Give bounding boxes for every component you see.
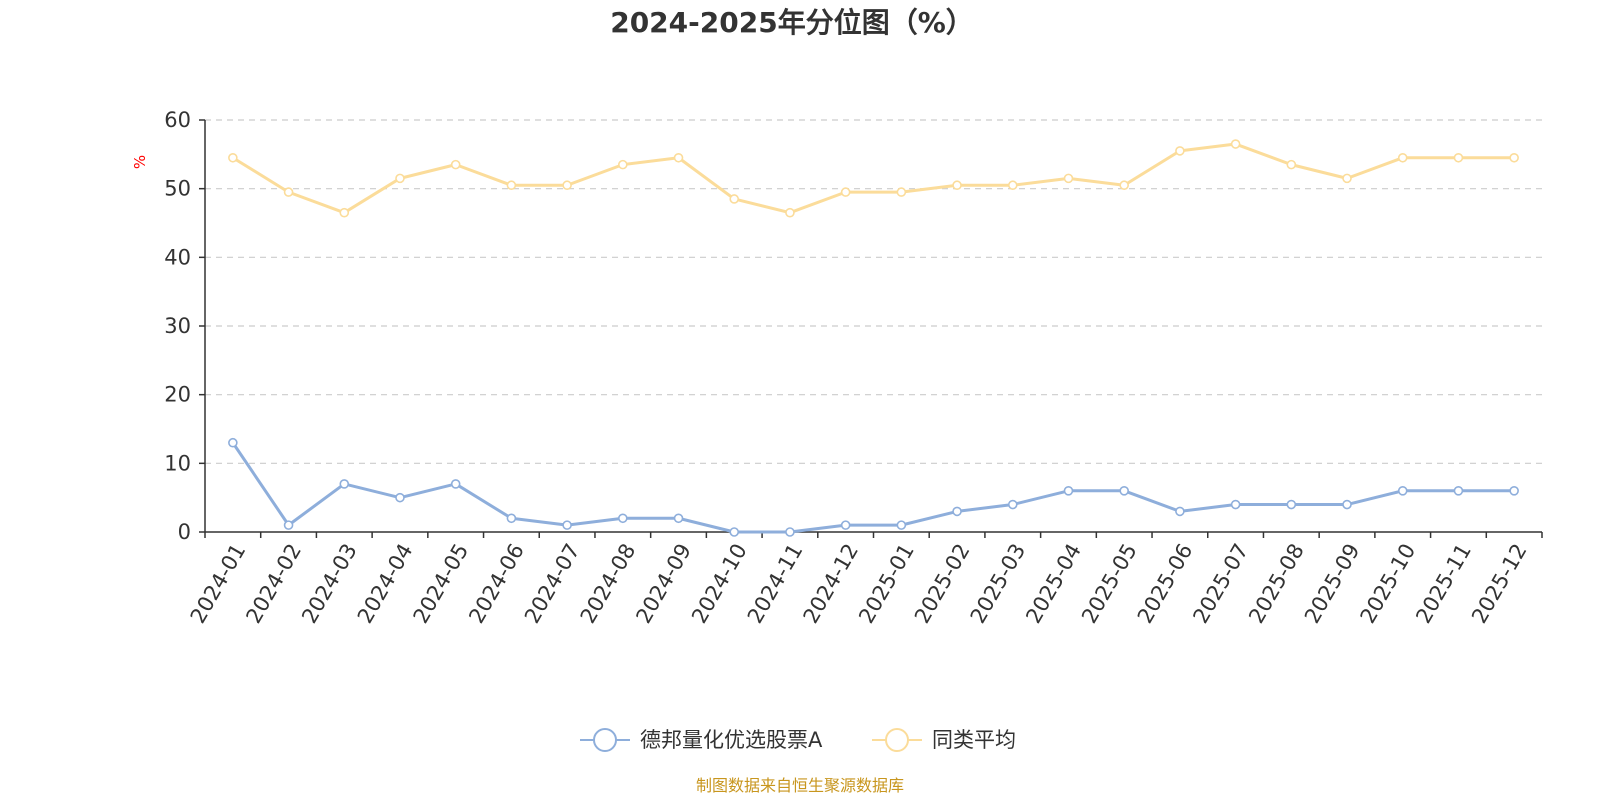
data-point — [1286, 159, 1297, 170]
data-point — [1286, 499, 1297, 510]
series-2 — [228, 139, 1519, 218]
x-tick-label: 2024-07 — [520, 540, 585, 628]
x-tick-label: 2025-02 — [910, 540, 975, 628]
legend-label: 德邦量化优选股票A — [640, 728, 823, 752]
data-point — [840, 520, 851, 530]
data-point — [729, 527, 740, 537]
y-tick-label: 0 — [178, 520, 191, 544]
x-tick-label: 2024-03 — [297, 540, 362, 628]
data-point — [729, 194, 740, 204]
data-point — [1119, 180, 1129, 191]
legend[interactable]: 德邦量化优选股票A 同类平均 — [580, 728, 1016, 752]
axes: 01020304050602024-012024-022024-032024-0… — [164, 108, 1543, 628]
x-tick-label: 2025-08 — [1244, 540, 1309, 628]
data-point — [1342, 499, 1352, 510]
x-tick-label: 2025-07 — [1188, 540, 1253, 628]
x-tick-label: 2024-04 — [353, 540, 418, 628]
legend-marker — [885, 728, 909, 752]
data-point — [1397, 152, 1408, 163]
data-point — [673, 513, 684, 524]
data-point — [562, 520, 572, 530]
y-tick-label: 60 — [164, 108, 191, 132]
data-point — [395, 492, 405, 503]
data-point — [1397, 485, 1408, 496]
data-point — [228, 152, 238, 163]
x-tick-label: 2025-05 — [1077, 540, 1142, 628]
x-tick-label: 2025-06 — [1133, 540, 1198, 628]
data-point — [1509, 152, 1519, 163]
grid-lines — [205, 119, 1542, 464]
series-1 — [228, 437, 1519, 537]
data-point — [1063, 173, 1074, 184]
data-point — [1453, 485, 1464, 496]
data-point — [1175, 506, 1185, 517]
y-tick-label: 10 — [164, 451, 191, 475]
data-point — [1230, 499, 1241, 510]
data-point — [562, 180, 572, 191]
y-axis-unit: % — [131, 155, 149, 169]
data-point — [618, 513, 628, 524]
data-point — [1007, 499, 1018, 510]
x-tick-label: 2025-01 — [854, 540, 919, 628]
data-point — [450, 479, 461, 489]
x-tick-label: 2025-12 — [1467, 540, 1532, 628]
legend-item-2[interactable]: 同类平均 — [872, 728, 1016, 752]
x-tick-label: 2024-01 — [186, 540, 251, 628]
y-tick-label: 20 — [164, 383, 191, 407]
x-tick-label: 2024-05 — [409, 540, 474, 628]
data-point — [506, 513, 517, 524]
x-tick-label: 2024-02 — [241, 540, 306, 628]
data-point — [840, 187, 851, 197]
x-tick-label: 2025-11 — [1411, 540, 1476, 628]
data-point — [673, 152, 684, 163]
series-line — [231, 441, 1515, 534]
data-point — [228, 437, 238, 448]
data-point — [1063, 485, 1074, 496]
data-point — [450, 159, 461, 170]
data-point — [952, 506, 962, 517]
data-point — [1453, 152, 1464, 163]
legend-label: 同类平均 — [932, 728, 1016, 752]
data-point — [952, 180, 962, 191]
data-point — [506, 180, 517, 191]
x-tick-label: 2024-08 — [576, 540, 641, 628]
data-point — [283, 520, 294, 530]
data-point — [395, 173, 405, 184]
x-tick-label: 2024-12 — [799, 540, 864, 628]
series-line — [232, 142, 1515, 215]
data-point — [785, 527, 795, 537]
data-point — [618, 159, 628, 170]
legend-marker — [593, 728, 617, 752]
data-point — [1342, 173, 1352, 184]
data-point — [896, 520, 907, 530]
y-tick-label: 30 — [164, 314, 191, 338]
x-tick-label: 2025-10 — [1356, 540, 1421, 628]
y-tick-label: 40 — [164, 245, 191, 269]
data-point — [785, 207, 795, 218]
y-tick-label: 50 — [164, 177, 191, 201]
x-tick-label: 2025-04 — [1021, 540, 1086, 628]
x-tick-label: 2024-06 — [464, 540, 529, 628]
chart-title: 2024-2025年分位图（%） — [610, 6, 974, 39]
data-point — [1119, 485, 1129, 496]
x-tick-label: 2025-03 — [966, 539, 1031, 627]
data-point — [1230, 139, 1241, 149]
data-point — [896, 187, 907, 197]
x-tick-label: 2024-11 — [743, 540, 808, 628]
data-point — [283, 187, 294, 197]
source-note: 制图数据来自恒生聚源数据库 — [696, 776, 904, 795]
data-point — [1175, 146, 1185, 156]
data-point — [1509, 485, 1519, 496]
data-point — [339, 207, 350, 218]
legend-item-1[interactable]: 德邦量化优选股票A — [580, 728, 823, 752]
data-point — [1007, 180, 1018, 191]
series-lines — [228, 139, 1519, 537]
data-point — [339, 479, 350, 489]
x-tick-label: 2024-10 — [687, 540, 752, 628]
x-tick-label: 2025-09 — [1300, 540, 1365, 628]
x-tick-label: 2024-09 — [631, 540, 696, 628]
